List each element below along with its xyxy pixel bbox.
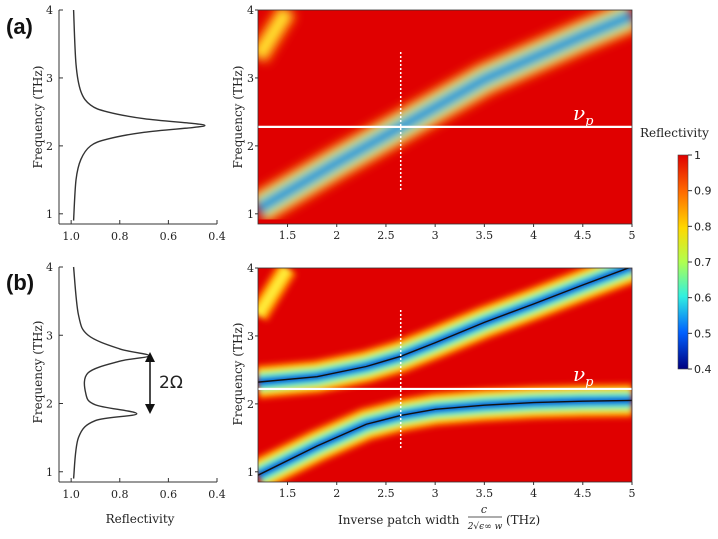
xlabel-right: Inverse patch width c 2√ϵ∞ w (THz) <box>338 503 540 532</box>
y-tick-label: 4 <box>46 261 53 274</box>
x-tick-label: 1.5 <box>279 487 297 500</box>
reflectivity-band <box>258 10 291 60</box>
y-tick-label: 3 <box>247 330 254 343</box>
colorbar-tick-label: 0.4 <box>694 363 712 376</box>
panel-label-b: (b) <box>6 270 34 295</box>
x-tick-label: 0.4 <box>208 488 226 501</box>
y-tick-label: 4 <box>46 4 53 17</box>
dispersion-curve <box>258 268 631 383</box>
svg-text:Inverse patch width: Inverse patch width <box>338 513 460 527</box>
heatmap-a <box>258 10 632 224</box>
right-axes: 1 2 3 4 1.5 2 2.5 3 3.5 4 4.5 5 1 2 3 4 1.5 2 2.5 3 3.5 4 4.5 5 <box>247 4 636 500</box>
plot-frame <box>257 9 633 225</box>
left-plot-a: 1 2 3 4 1.0 0.8 0.6 0.4 <box>46 4 226 243</box>
x-tick-label: 4.5 <box>574 229 592 242</box>
panel-label-a: (a) <box>6 14 33 39</box>
ylabel-left-a: Frequency (THz) <box>31 66 45 169</box>
reflectivity-band <box>258 14 632 211</box>
x-tick-label: 4.5 <box>574 487 592 500</box>
spectrum-line <box>72 266 150 479</box>
colorbar-ticks: 1 0.9 0.8 0.7 0.6 0.5 0.4 <box>688 149 712 376</box>
x-tick-label: 1.0 <box>62 230 80 243</box>
x-tick-label: 1.5 <box>279 229 297 242</box>
x-tick-label: 4 <box>530 487 537 500</box>
x-tick-label: 0.8 <box>111 230 129 243</box>
x-tick-label: 1.0 <box>62 488 80 501</box>
colorbar <box>677 154 689 370</box>
heatmap-b <box>258 268 632 482</box>
x-tick-label: 2.5 <box>377 487 395 500</box>
y-tick-label: 3 <box>247 72 254 85</box>
dispersion-curve <box>258 399 632 476</box>
x-tick-label: 3.5 <box>476 229 494 242</box>
x-tick-label: 5 <box>629 487 636 500</box>
y-tick-label: 1 <box>247 466 254 479</box>
x-tick-label: 3 <box>432 487 439 500</box>
two-omega-arrow <box>145 352 155 414</box>
y-tick-label: 4 <box>247 262 254 275</box>
x-tick-label: 2 <box>333 229 340 242</box>
x-tick-label: 3.5 <box>476 487 494 500</box>
y-tick-label: 1 <box>46 208 53 221</box>
spectrum-line <box>72 9 206 221</box>
colorbar-tick-label: 0.6 <box>694 292 712 305</box>
x-tick-label: 5 <box>629 229 636 242</box>
ylabel-left-b: Frequency (THz) <box>31 321 45 424</box>
colorbar-tick-label: 0.5 <box>694 327 712 340</box>
y-tick-label: 2 <box>247 398 254 411</box>
x-tick-label: 0.8 <box>111 488 129 501</box>
y-tick-label: 1 <box>247 208 254 221</box>
y-tick-label: 1 <box>46 466 53 479</box>
colorbar-title: Reflectivity <box>640 126 709 140</box>
plot-frame <box>257 267 633 483</box>
x-tick-label: 2 <box>333 487 340 500</box>
x-tick-label: 4 <box>530 229 537 242</box>
left-plot-b: 1 2 3 4 1.0 0.8 0.6 0.4 <box>46 261 226 501</box>
band-group <box>258 10 632 224</box>
svg-text:2√ϵ∞ w: 2√ϵ∞ w <box>467 521 503 532</box>
reflectivity-band <box>258 268 291 318</box>
x-tick-label: 0.6 <box>160 488 178 501</box>
two-omega-label: 2Ω <box>159 373 183 393</box>
xlabel-left: Reflectivity <box>106 512 175 526</box>
y-tick-label: 3 <box>46 72 53 85</box>
y-tick-label: 2 <box>247 140 254 153</box>
x-tick-label: 0.6 <box>160 230 178 243</box>
colorbar-tick-label: 0.8 <box>694 220 712 233</box>
svg-text:c: c <box>481 503 487 516</box>
y-tick-label: 2 <box>46 398 53 411</box>
x-tick-label: 2.5 <box>377 229 395 242</box>
ylabel-right-a: Frequency (THz) <box>231 66 245 169</box>
y-tick-label: 3 <box>46 329 53 342</box>
y-tick-label: 2 <box>46 140 53 153</box>
ylabel-right-b: Frequency (THz) <box>231 323 245 426</box>
colorbar-tick-label: 0.7 <box>694 256 712 269</box>
x-tick-label: 3 <box>432 229 439 242</box>
x-tick-label: 0.4 <box>208 230 226 243</box>
y-tick-label: 4 <box>247 4 254 17</box>
colorbar-tick-label: 0.9 <box>694 185 712 198</box>
svg-text:(THz): (THz) <box>506 513 540 527</box>
colorbar-tick-label: 1 <box>694 149 701 162</box>
